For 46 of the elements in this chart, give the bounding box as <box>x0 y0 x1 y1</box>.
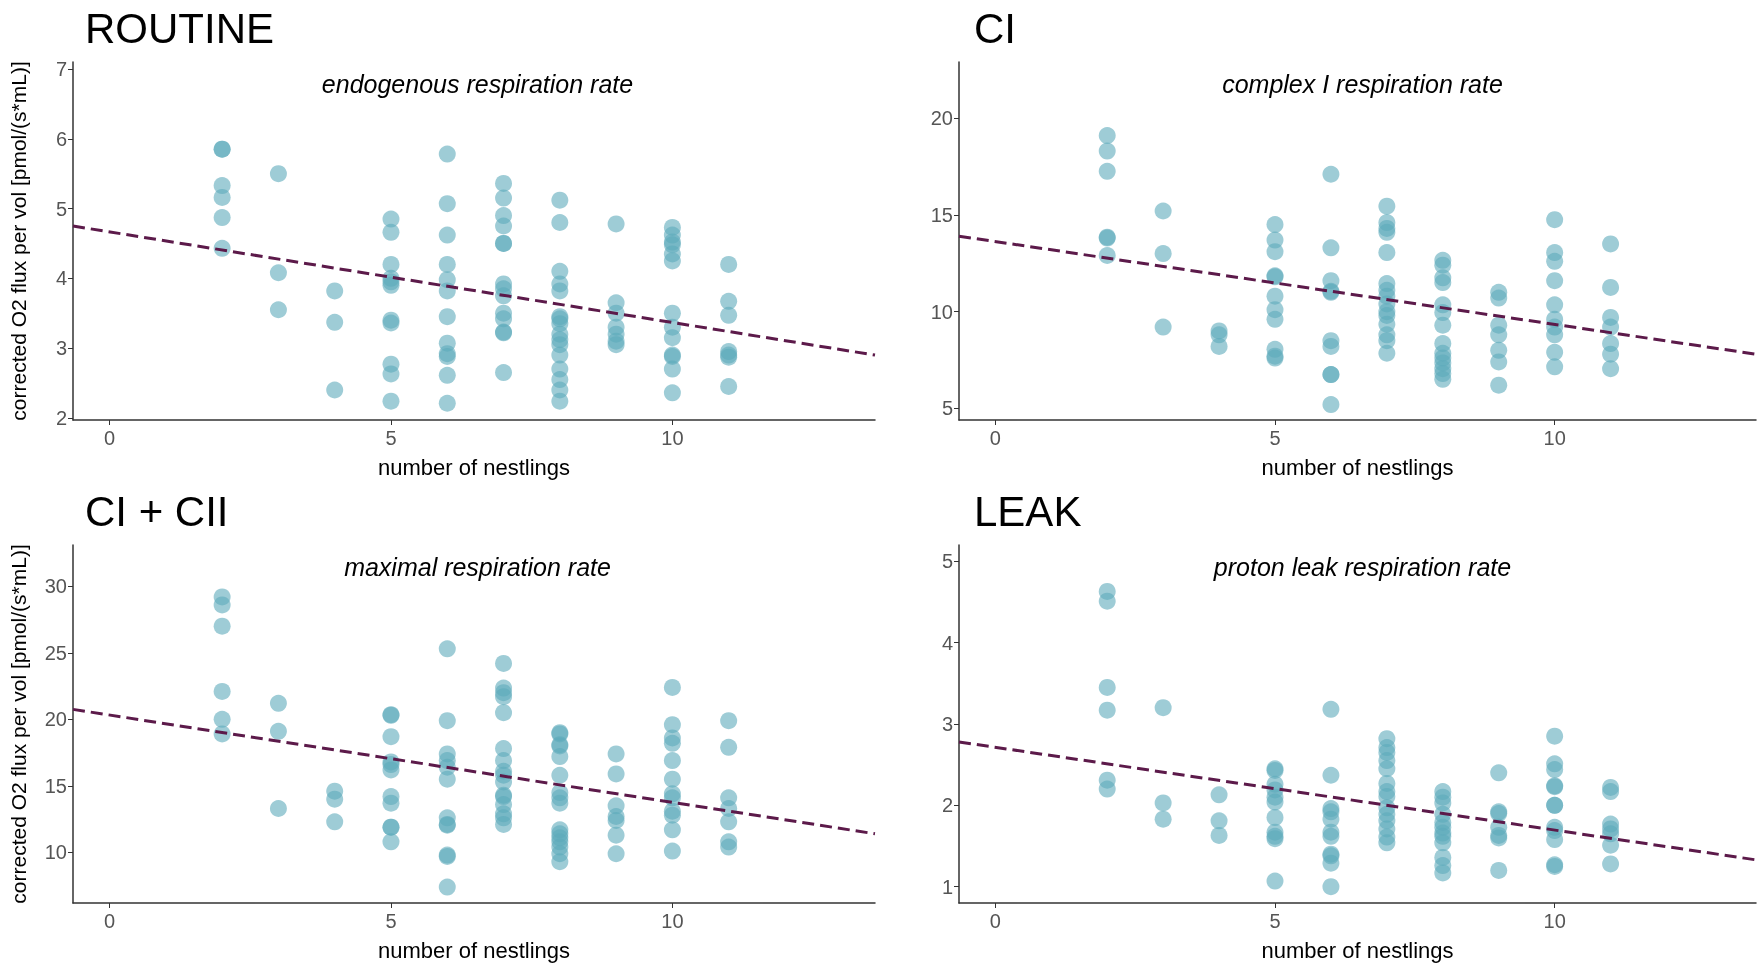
x-tick-label: 10 <box>1543 910 1566 932</box>
y-tick-label: 7 <box>55 57 67 80</box>
x-tick-label: 0 <box>104 427 116 449</box>
chart-title: ROUTINE <box>85 4 274 52</box>
chart-subtitle: endogenous respiration rate <box>321 69 634 98</box>
x-tick-label: 0 <box>989 427 1001 449</box>
x-tick-label: 5 <box>385 910 397 932</box>
y-tick-label: 3 <box>55 337 67 360</box>
x-tick-label: 5 <box>385 427 397 449</box>
x-axis-title: number of nestlings <box>1261 454 1454 480</box>
y-tick-label: 1 <box>941 875 953 898</box>
x-tick-label: 10 <box>661 427 684 449</box>
y-tick-label: 4 <box>941 631 953 654</box>
chart-subtitle: complex I respiration rate <box>1222 69 1503 98</box>
y-tick-label: 20 <box>930 107 953 130</box>
y-tick-label: 4 <box>55 267 67 290</box>
y-tick-label: 10 <box>44 841 67 864</box>
chart-title: CI <box>974 4 1016 52</box>
x-tick-label: 5 <box>1269 910 1281 932</box>
y-axis-title: corrected O2 flux per vol [pmol/(s*mL)] <box>7 544 30 904</box>
x-tick-label: 0 <box>989 910 1001 932</box>
y-tick-label: 5 <box>55 197 67 220</box>
y-tick-label: 5 <box>941 550 953 573</box>
y-tick-label: 30 <box>44 575 67 598</box>
chart-subtitle: proton leak respiration rate <box>1212 552 1512 581</box>
y-tick-label: 5 <box>941 397 953 420</box>
y-tick-label: 20 <box>44 708 67 731</box>
y-tick-label: 3 <box>941 713 953 735</box>
y-tick-label: 15 <box>44 774 67 797</box>
x-axis-title: number of nestlings <box>1261 937 1454 963</box>
x-axis-title: number of nestlings <box>378 937 570 963</box>
y-tick-label: 2 <box>941 794 953 817</box>
y-tick-label: 10 <box>930 300 953 323</box>
y-axis-title: corrected O2 flux per vol [pmol/(s*mL)] <box>7 61 30 421</box>
y-tick-label: 2 <box>55 406 67 429</box>
chart-title: LEAK <box>974 487 1082 535</box>
x-tick-label: 0 <box>104 910 116 932</box>
chart-title: CI + CII <box>85 487 229 535</box>
y-tick-label: 6 <box>55 127 67 150</box>
x-axis-title: number of nestlings <box>378 454 570 480</box>
x-tick-label: 10 <box>661 910 684 932</box>
y-tick-label: 15 <box>930 203 953 226</box>
x-tick-label: 10 <box>1543 427 1566 449</box>
y-tick-label: 25 <box>44 641 67 664</box>
x-tick-label: 5 <box>1269 427 1281 449</box>
chart-subtitle: maximal respiration rate <box>344 552 611 581</box>
